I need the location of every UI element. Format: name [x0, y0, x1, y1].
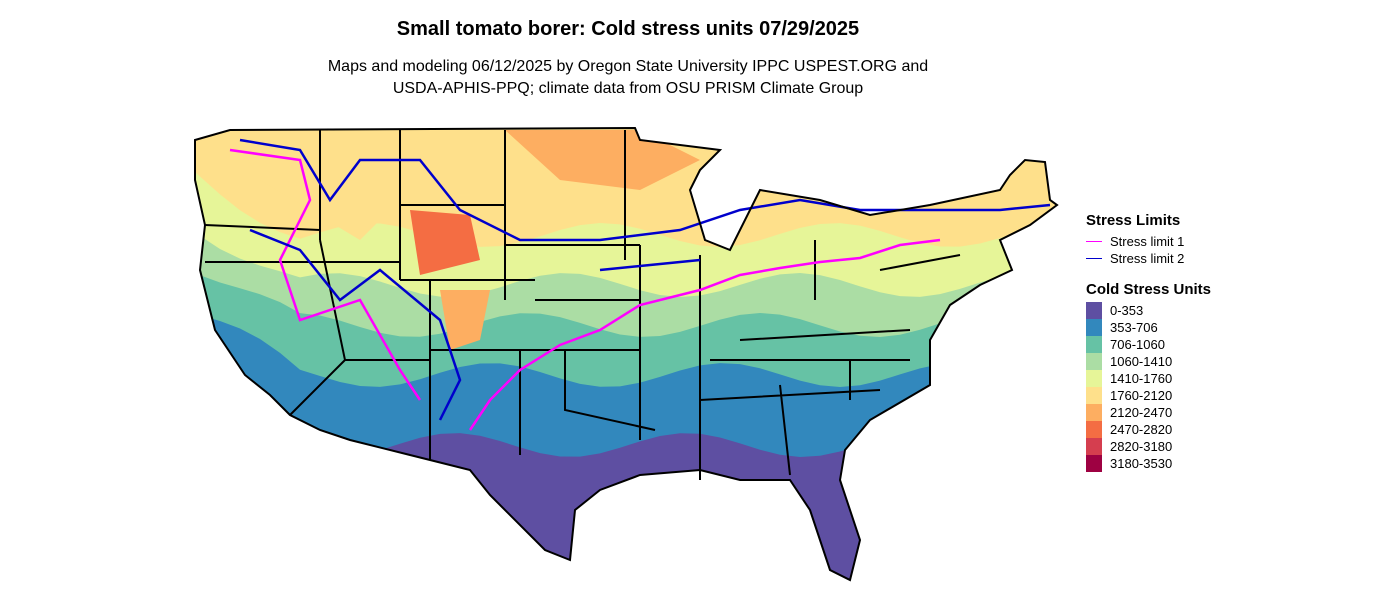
- legend-swatch: [1086, 455, 1102, 472]
- legend-item: 1760-2120: [1086, 387, 1216, 404]
- legend-item: 0-353: [1086, 302, 1216, 319]
- legend-label: Stress limit 2: [1110, 251, 1185, 266]
- legend-item: 2120-2470: [1086, 404, 1216, 421]
- legend-swatch: [1086, 353, 1102, 370]
- legend-swatch: [1086, 387, 1102, 404]
- legend-label: 706-1060: [1110, 337, 1165, 352]
- legend-item: 706-1060: [1086, 336, 1216, 353]
- legend-label: 2470-2820: [1110, 422, 1173, 437]
- legend-label: 353-706: [1110, 320, 1158, 335]
- legend-swatch: [1086, 302, 1102, 319]
- legend-label: 2820-3180: [1110, 439, 1173, 454]
- legend-title: Stress Limits: [1086, 212, 1181, 229]
- legend-item: 2470-2820: [1086, 421, 1216, 438]
- legend-swatch: [1086, 421, 1102, 438]
- legend-item: 2820-3180: [1086, 438, 1216, 455]
- legend-swatch: [1086, 438, 1102, 455]
- legend-label: 3180-3530: [1110, 456, 1173, 471]
- legend-line: [1086, 257, 1102, 260]
- subtitle-line: USDA-APHIS-PPQ; climate data from OSU PR…: [392, 80, 864, 97]
- legend-swatch: [1086, 336, 1102, 353]
- legend-item: 3180-3530: [1086, 455, 1216, 472]
- legend-label: 1060-1410: [1110, 354, 1173, 369]
- legend-item: Stress limit 2: [1086, 250, 1216, 267]
- legend-label: 2120-2470: [1110, 405, 1173, 420]
- legend-item: 1410-1760: [1086, 370, 1216, 387]
- legend-swatch: [1086, 319, 1102, 336]
- legend-label: Stress limit 1: [1110, 234, 1185, 249]
- stress-limit-2-contour: [239, 138, 1051, 421]
- legend-label: 1760-2120: [1110, 388, 1173, 403]
- subtitle-line: Maps and modeling 06/12/2025 by Oregon S…: [327, 58, 929, 75]
- legend-item: 1060-1410: [1086, 353, 1216, 370]
- color-band: [410, 210, 480, 275]
- legend-title: Cold Stress Units: [1086, 281, 1212, 298]
- title: Small tomato borer: Cold stress units 07…: [396, 18, 860, 40]
- stress-limit-1-contour: [229, 148, 941, 431]
- legend: Stress Limits Stress limit 1 Stress limit…: [1086, 212, 1216, 472]
- legend-label: 1410-1760: [1110, 371, 1173, 386]
- color-band: [505, 130, 700, 190]
- subtitle: Maps and modeling 06/12/2025 by Oregon S…: [0, 56, 1256, 100]
- legend-swatch: [1086, 370, 1102, 387]
- legend-item: 353-706: [1086, 319, 1216, 336]
- legend-line: [1086, 240, 1102, 243]
- map: [194, 127, 1058, 581]
- legend-item: Stress limit 1: [1086, 233, 1216, 250]
- legend-swatch: [1086, 404, 1102, 421]
- legend-label: 0-353: [1110, 303, 1144, 318]
- color-band: [440, 290, 490, 350]
